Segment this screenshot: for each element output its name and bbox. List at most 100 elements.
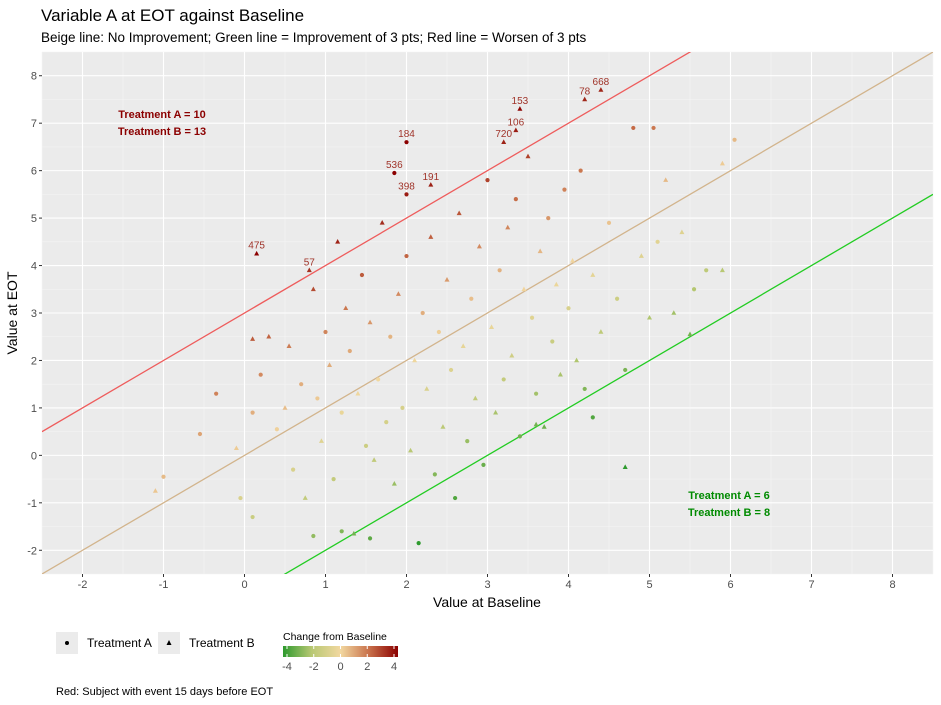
data-point — [343, 305, 349, 311]
legend-label-b: Treatment B — [189, 636, 255, 650]
data-point — [598, 329, 604, 334]
data-point — [570, 258, 576, 263]
data-point — [679, 229, 685, 235]
triangle-icon — [166, 640, 172, 645]
point-label: 191 — [422, 172, 439, 183]
x-tick-label: 8 — [889, 579, 895, 591]
y-axis-ticks: -2 -1 0 1 2 3 4 5 6 7 8 — [27, 71, 42, 557]
data-point — [557, 371, 563, 377]
y-tick-label: -1 — [27, 498, 37, 510]
data-point — [355, 390, 361, 396]
point-label: 668 — [593, 77, 610, 88]
data-point — [513, 197, 518, 202]
data-point — [310, 286, 316, 292]
data-point — [517, 434, 523, 439]
data-point — [318, 438, 324, 443]
data-point — [456, 210, 462, 216]
y-tick-label: 7 — [31, 118, 37, 130]
point-label: 184 — [398, 129, 415, 140]
data-point — [339, 410, 344, 415]
data-point — [424, 386, 430, 391]
point-label: 398 — [398, 181, 415, 192]
data-point — [655, 239, 660, 244]
data-point — [388, 334, 393, 339]
x-tick-label: 1 — [322, 579, 328, 591]
data-point — [250, 410, 255, 415]
data-point — [622, 464, 628, 470]
data-point — [214, 391, 219, 396]
color-tick-label: 0 — [337, 661, 343, 673]
data-point — [497, 268, 502, 273]
data-point — [505, 224, 511, 230]
data-point — [562, 187, 567, 192]
x-axis-ticks: -2 -1 0 1 2 3 4 5 6 7 8 — [78, 574, 896, 591]
point-label: 475 — [248, 241, 265, 252]
y-tick-label: 2 — [31, 355, 37, 367]
data-point — [485, 178, 490, 183]
data-point — [404, 192, 409, 197]
data-point — [541, 424, 547, 429]
x-tick-label: 2 — [403, 579, 409, 591]
x-tick-label: -2 — [78, 579, 88, 591]
data-point — [428, 234, 434, 239]
data-point — [631, 125, 636, 131]
point-label: 57 — [304, 257, 316, 268]
y-tick-label: 0 — [31, 450, 37, 462]
data-point — [254, 250, 260, 256]
data-point — [250, 336, 256, 341]
data-point — [448, 367, 454, 373]
circle-icon — [65, 641, 69, 645]
data-point — [197, 431, 203, 437]
data-point — [566, 306, 571, 311]
data-point — [481, 462, 486, 467]
data-point — [719, 160, 725, 166]
data-point — [493, 409, 499, 415]
data-point — [647, 314, 652, 320]
x-axis-title: Value at Baseline — [433, 594, 541, 610]
data-point — [582, 386, 587, 392]
data-point — [379, 220, 385, 225]
data-point — [363, 443, 369, 448]
data-point — [233, 445, 239, 451]
data-point — [404, 140, 409, 145]
count-bottom-right-b: Treatment B = 8 — [688, 507, 770, 519]
data-point — [529, 315, 535, 320]
x-tick-label: 5 — [646, 579, 652, 591]
data-point — [606, 220, 612, 225]
data-point — [258, 372, 263, 377]
reference-line — [42, 52, 933, 574]
point-label: 536 — [386, 160, 403, 171]
data-point — [420, 310, 425, 316]
reference-line — [283, 193, 933, 574]
data-point — [732, 137, 737, 142]
x-tick-label: 6 — [727, 579, 733, 591]
data-point — [472, 395, 478, 401]
data-point — [582, 96, 588, 102]
data-point — [719, 267, 725, 273]
color-tick-label: 2 — [364, 661, 370, 673]
data-point — [339, 529, 344, 534]
data-point — [161, 474, 166, 479]
chart-caption: Red: Subject with event 15 days before E… — [56, 686, 273, 698]
data-point — [671, 310, 677, 315]
data-point — [359, 272, 365, 278]
data-point — [286, 343, 292, 349]
count-top-left-a: Treatment A = 10 — [118, 109, 206, 121]
x-tick-label: 3 — [484, 579, 490, 591]
data-point — [578, 168, 583, 173]
data-point — [282, 405, 288, 410]
data-point — [299, 382, 304, 387]
data-point — [311, 533, 316, 539]
data-point — [392, 170, 397, 176]
data-point — [306, 267, 312, 273]
data-point — [367, 319, 373, 325]
reference-lines — [42, 52, 933, 574]
data-point — [391, 481, 397, 486]
x-tick-label: 7 — [808, 579, 814, 591]
point-label: 78 — [579, 86, 591, 97]
data-point — [501, 139, 507, 144]
data-point — [623, 367, 628, 373]
x-tick-label: 4 — [565, 579, 571, 591]
data-points — [152, 87, 737, 546]
